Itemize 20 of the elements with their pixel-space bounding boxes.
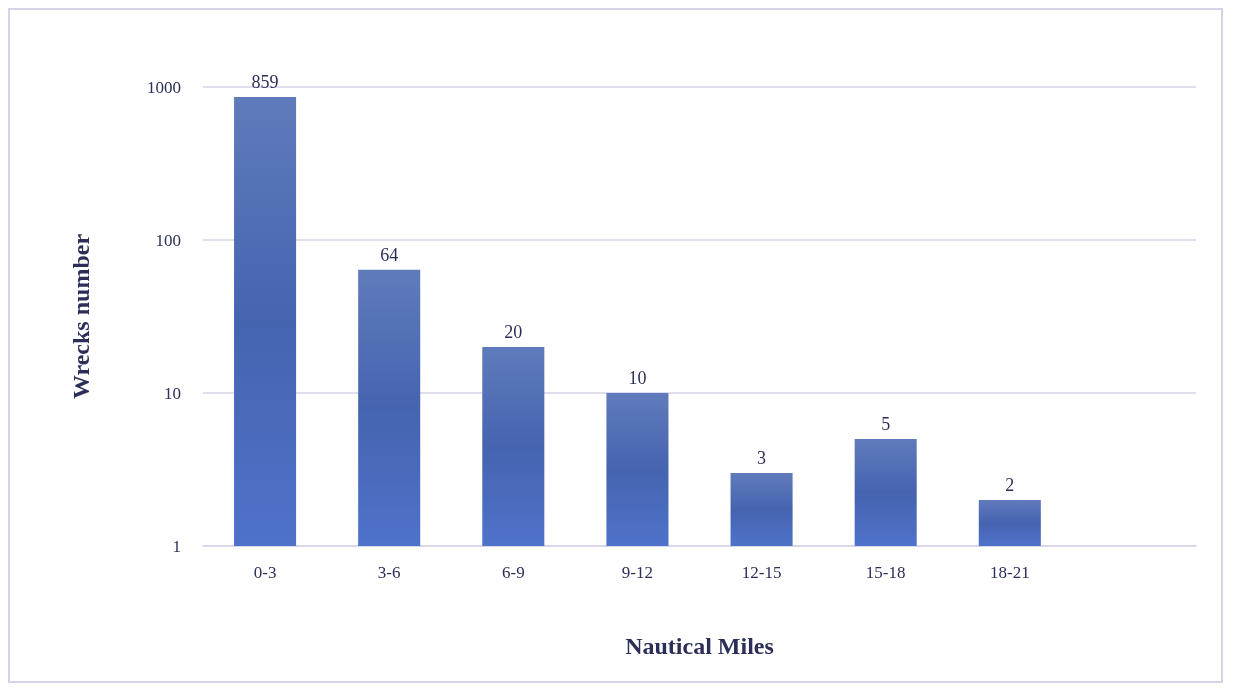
x-tick-label: 3-6 [377,563,401,582]
data-label: 2 [1005,474,1015,495]
x-tick-label: 15-18 [865,563,906,582]
x-axis-title: Nautical Miles [625,633,774,659]
x-tick-label: 6-9 [501,563,525,582]
x-tick-label: 12-15 [741,563,782,582]
data-label: 3 [757,448,767,468]
y-axis-title: Wrecks number [68,233,94,400]
data-label: 859 [251,72,279,93]
data-label: 64 [380,244,399,265]
x-tick-label: 18-21 [989,563,1030,582]
data-label: 5 [881,414,891,435]
y-tick-label: 1 [172,536,181,556]
y-tick-label: 10 [164,383,181,403]
data-label: 10 [628,368,647,388]
x-tick-label: 0-3 [253,563,277,582]
y-tick-label: 100 [155,230,181,250]
y-tick-label: 1000 [147,77,181,97]
x-tick-label: 9-12 [621,563,654,582]
data-label: 20 [504,321,523,342]
